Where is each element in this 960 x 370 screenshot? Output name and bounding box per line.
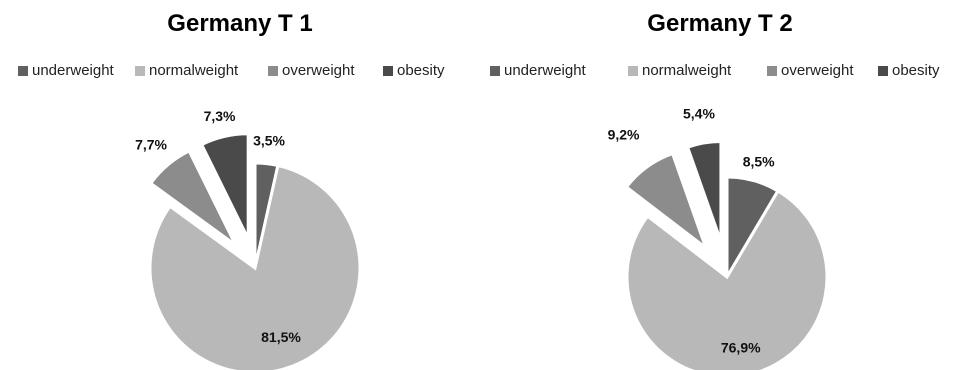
legend-label-obesity: obesity: [397, 62, 445, 79]
legend-swatch-underweight: [490, 65, 500, 76]
data-label-obesity: 5,4%: [683, 105, 715, 121]
data-label-overweight: 9,2%: [608, 127, 640, 143]
legend-swatch-overweight: [268, 65, 278, 76]
chart-title: Germany T 2: [647, 10, 793, 37]
pie-slice-normalweight: [625, 188, 829, 370]
legend-label-normalweight: normalweight: [149, 62, 239, 79]
legend-label-underweight: underweight: [32, 62, 114, 79]
legend-swatch-obesity: [383, 65, 393, 76]
data-label-underweight: 3,5%: [253, 133, 285, 149]
legend-label-overweight: overweight: [282, 62, 355, 79]
legend-swatch-normalweight: [135, 65, 145, 76]
legend-item-overweight: overweight: [767, 62, 854, 79]
data-label-overweight: 7,7%: [135, 137, 167, 153]
legend-item-underweight: underweight: [490, 62, 586, 79]
legend-label-obesity: obesity: [892, 62, 940, 79]
pie-chart-t2: 8,5% 76,9% 9,2% 5,4%: [608, 105, 829, 370]
pie-slice-normalweight: [148, 163, 362, 370]
pie-slice-overweight: [624, 151, 709, 253]
legend-label-overweight: overweight: [781, 62, 854, 79]
chart-panel-t1: Germany T 1 underweight normalweight ove…: [0, 10, 480, 370]
data-label-normalweight: 76,9%: [721, 340, 761, 356]
chart-title: Germany T 1: [167, 10, 313, 37]
pie-slice-overweight: [148, 148, 238, 247]
legend-label-normalweight: normalweight: [642, 62, 732, 79]
pie-chart-t1: 3,5% 81,5% 7,7% 7,3%: [135, 108, 362, 370]
legend-item-normalweight: normalweight: [135, 62, 238, 79]
chart-legend: underweight normalweight overweight obes…: [0, 62, 480, 82]
pie-slice-obesity: [685, 140, 723, 243]
legend-swatch-underweight: [18, 65, 28, 76]
legend-item-underweight: underweight: [18, 62, 114, 79]
legend-item-overweight: overweight: [268, 62, 355, 79]
legend-item-obesity: obesity: [878, 62, 940, 79]
legend-swatch-normalweight: [628, 65, 638, 76]
legend-label-underweight: underweight: [504, 62, 586, 79]
data-label-obesity: 7,3%: [204, 108, 236, 124]
pie-slice-obesity: [199, 132, 250, 240]
chart-legend: underweight normalweight overweight obes…: [480, 62, 960, 82]
data-label-normalweight: 81,5%: [261, 329, 301, 345]
legend-swatch-obesity: [878, 65, 888, 76]
legend-item-obesity: obesity: [383, 62, 445, 79]
legend-swatch-overweight: [767, 65, 777, 76]
legend-item-normalweight: normalweight: [628, 62, 731, 79]
data-label-underweight: 8,5%: [743, 153, 775, 169]
chart-panel-t2: Germany T 2 underweight normalweight ove…: [480, 0, 960, 370]
